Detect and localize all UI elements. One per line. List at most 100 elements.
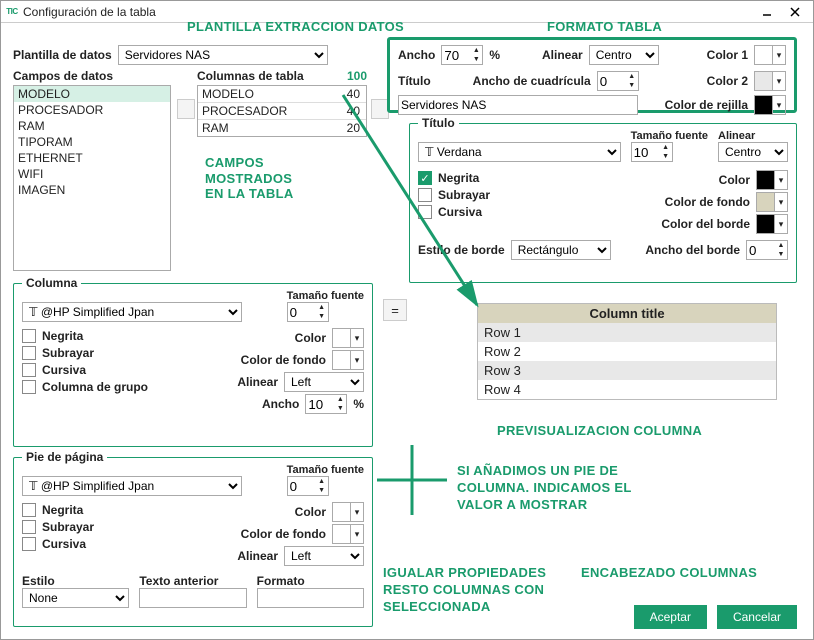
columna-legend: Columna	[22, 276, 81, 290]
colorrejilla-picker[interactable]: ▾	[754, 95, 786, 115]
pie-font-select[interactable]: 𝕋 @HP Simplified Jpan	[22, 476, 242, 496]
annot-igualar: IGUALAR PROPIEDADES RESTO COLUMNAS CON S…	[383, 565, 546, 616]
columna-font-select[interactable]: 𝕋 @HP Simplified Jpan	[22, 302, 242, 322]
annot-encabezado: ENCABEZADO COLUMNAS	[581, 565, 757, 580]
label-ancho: Ancho	[398, 48, 435, 62]
move-right-button[interactable]	[177, 99, 195, 119]
titulo-fieldset: Título 𝕋 Verdana Tamaño fuente ▲▼ Alinea…	[409, 123, 797, 283]
titulo-fondo-picker[interactable]: ▾	[756, 192, 788, 212]
label-color1: Color 1	[707, 48, 748, 62]
titulo-subrayar-check[interactable]: Subrayar	[418, 188, 661, 202]
titulo-negrita-check[interactable]: ✓Negrita	[418, 171, 661, 185]
campo-item[interactable]: MODELO	[14, 86, 170, 102]
preview-row: Row 4	[478, 380, 776, 399]
preview-header: Column title	[478, 304, 776, 323]
columna-fondo-picker[interactable]: ▾	[332, 350, 364, 370]
label-estilo: Estilo	[22, 574, 129, 588]
dialog-window: TIC Configuración de la tabla PLANTILLA …	[0, 0, 814, 640]
pie-fieldset: Pie de página 𝕋 @HP Simplified Jpan Tama…	[13, 457, 373, 627]
anchocuad-spinner[interactable]: ▲▼	[597, 71, 639, 91]
pie-cursiva-check[interactable]: Cursiva	[22, 537, 237, 551]
label-pct: %	[489, 48, 500, 62]
preview-row: Row 1	[478, 323, 776, 342]
campos-listbox[interactable]: MODELOPROCESADORRAMTIPORAMETHERNETWIFIIM…	[13, 85, 171, 271]
columna-size-spinner[interactable]: ▲▼	[287, 302, 329, 322]
titulo-cursiva-check[interactable]: Cursiva	[418, 205, 661, 219]
preview-row: Row 2	[478, 342, 776, 361]
campo-item[interactable]: ETHERNET	[14, 150, 170, 166]
alinear-select[interactable]: Centro	[589, 45, 659, 65]
columna-ancho-spinner[interactable]: ▲▼	[305, 394, 347, 414]
columnas-table[interactable]: MODELO40PROCESADOR40RAM20	[197, 85, 367, 137]
titulo-estiloborde-select[interactable]: Rectángulo	[511, 240, 611, 260]
label-estiloborde: Estilo de borde	[418, 243, 505, 257]
label-formato: Formato	[257, 574, 364, 588]
label-tamfuente-p: Tamaño fuente	[287, 464, 364, 476]
label-tamfuente-c: Tamaño fuente	[287, 290, 364, 302]
campo-item[interactable]: WIFI	[14, 166, 170, 182]
pie-formato-input[interactable]	[257, 588, 364, 608]
label-columnas: Columnas de tabla	[197, 69, 304, 83]
label-plantilla: Plantilla de datos	[13, 48, 112, 62]
annot-pie: SI AÑADIMOS UN PIE DE COLUMNA. INDICAMOS…	[457, 463, 632, 514]
preview-row: Row 3	[478, 361, 776, 380]
titulo-borde-picker[interactable]: ▾	[756, 214, 788, 234]
pie-align-select[interactable]: Left	[284, 546, 364, 566]
columna-fieldset: Columna 𝕋 @HP Simplified Jpan Tamaño fue…	[13, 283, 373, 447]
titulo-size-spinner[interactable]: ▲▼	[631, 142, 673, 162]
titulo-input[interactable]	[398, 95, 638, 115]
campo-item[interactable]: RAM	[14, 118, 170, 134]
campo-item[interactable]: TIPORAM	[14, 134, 170, 150]
label-anchocuad: Ancho de cuadrícula	[473, 74, 591, 88]
label-alinear: Alinear	[542, 48, 583, 62]
titulo-anchoborde-spinner[interactable]: ▲▼	[746, 240, 788, 260]
label-campos: Campos de datos	[13, 69, 171, 83]
titulo-align-select[interactable]: Centro	[718, 142, 788, 162]
columnas-total: 100	[347, 69, 367, 83]
minimize-button[interactable]	[753, 2, 781, 22]
campo-item[interactable]: PROCESADOR	[14, 102, 170, 118]
formato-tabla-box: Ancho ▲▼ % Alinear Centro Color 1 ▾ Títu…	[387, 37, 797, 113]
columna-grupo-check[interactable]: Columna de grupo	[22, 380, 237, 394]
close-button[interactable]	[781, 2, 809, 22]
label-titulo: Título	[398, 74, 431, 88]
pie-negrita-check[interactable]: Negrita	[22, 503, 237, 517]
columna-row[interactable]: RAM20	[198, 120, 366, 136]
annot-preview: PREVISUALIZACION COLUMNA	[497, 423, 702, 438]
pie-estilo-select[interactable]: None	[22, 588, 129, 608]
columna-align-select[interactable]: Left	[284, 372, 364, 392]
accept-button[interactable]: Aceptar	[634, 605, 707, 629]
pie-size-spinner[interactable]: ▲▼	[287, 476, 329, 496]
plantilla-select[interactable]: Servidores NAS	[118, 45, 328, 65]
window-title: Configuración de la tabla	[23, 5, 156, 19]
label-color2: Color 2	[707, 74, 748, 88]
pie-subrayar-check[interactable]: Subrayar	[22, 520, 237, 534]
label-colorrejilla: Color de rejilla	[665, 98, 748, 112]
annot-campos-most: CAMPOS MOSTRADOS EN LA TABLA	[205, 155, 294, 202]
pie-fondo-picker[interactable]: ▾	[332, 524, 364, 544]
column-preview: Column title Row 1Row 2Row 3Row 4	[477, 303, 777, 400]
columna-row[interactable]: MODELO40	[198, 86, 366, 103]
titulo-font-select[interactable]: 𝕋 Verdana	[418, 142, 621, 162]
columna-color-picker[interactable]: ▾	[332, 328, 364, 348]
titlebar: TIC Configuración de la tabla	[1, 1, 813, 23]
color2-picker[interactable]: ▾	[754, 71, 786, 91]
pie-textoant-input[interactable]	[139, 588, 246, 608]
color1-picker[interactable]: ▾	[754, 45, 786, 65]
campo-item[interactable]: IMAGEN	[14, 182, 170, 198]
columna-negrita-check[interactable]: Negrita	[22, 329, 237, 343]
label-textoant: Texto anterior	[139, 574, 246, 588]
pie-legend: Pie de página	[22, 450, 107, 464]
equalize-button[interactable]: =	[383, 299, 407, 321]
cancel-button[interactable]: Cancelar	[717, 605, 797, 629]
columna-row[interactable]: PROCESADOR40	[198, 103, 366, 120]
columna-cursiva-check[interactable]: Cursiva	[22, 363, 237, 377]
label-alinear-t: Alinear	[718, 130, 788, 142]
titulo-color-picker[interactable]: ▾	[756, 170, 788, 190]
app-icon: TIC	[5, 5, 19, 19]
label-tamfuente-t: Tamaño fuente	[631, 130, 708, 142]
titulo-legend: Título	[418, 116, 459, 130]
pie-color-picker[interactable]: ▾	[332, 502, 364, 522]
ancho-spinner[interactable]: ▲▼	[441, 45, 483, 65]
columna-subrayar-check[interactable]: Subrayar	[22, 346, 237, 360]
